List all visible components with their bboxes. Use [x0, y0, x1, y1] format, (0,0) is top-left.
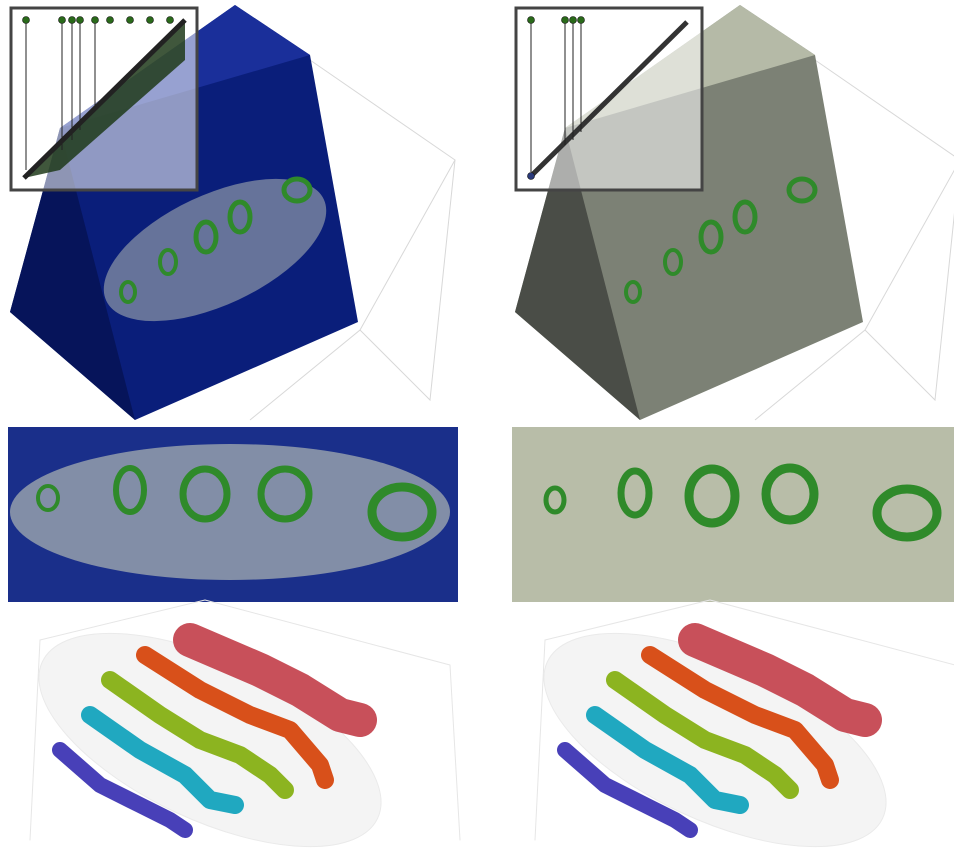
volume-side — [10, 128, 135, 420]
inset-diagonal — [527, 20, 689, 180]
bones-right — [514, 589, 954, 868]
volume-side — [515, 128, 640, 420]
bone-ring — [257, 465, 313, 523]
point — [166, 16, 174, 24]
bone-ring — [872, 484, 942, 542]
point — [22, 16, 30, 24]
bone-ring — [617, 467, 653, 519]
bone-ring — [543, 485, 567, 515]
bone-ring — [684, 464, 740, 528]
point — [106, 16, 114, 24]
slice-left — [8, 427, 458, 602]
soft-tissue — [10, 444, 450, 580]
point — [561, 16, 569, 24]
bone-ring — [367, 482, 437, 542]
point — [577, 16, 585, 24]
point — [146, 16, 154, 24]
bone-ring — [761, 463, 819, 525]
point — [68, 16, 76, 24]
inset-stems — [25, 20, 96, 170]
point — [527, 172, 535, 180]
bone-ring — [113, 465, 147, 515]
point — [569, 16, 577, 24]
bones-left — [9, 589, 460, 868]
point — [58, 16, 66, 24]
inset-points — [22, 16, 174, 24]
slice-right — [512, 427, 954, 602]
bone-ring — [179, 465, 231, 523]
bone-rings — [36, 465, 437, 542]
inset-points — [527, 16, 585, 180]
inset-stems — [530, 20, 582, 172]
bone-ring — [36, 484, 60, 512]
panel-top-right — [514, 5, 954, 421]
point — [527, 16, 535, 24]
inset-plot — [9, 6, 199, 192]
point — [126, 16, 134, 24]
bone-rings — [543, 463, 942, 542]
inset-diagonal — [22, 18, 187, 180]
point — [76, 16, 84, 24]
point — [91, 16, 99, 24]
soft-tissue — [103, 178, 327, 322]
